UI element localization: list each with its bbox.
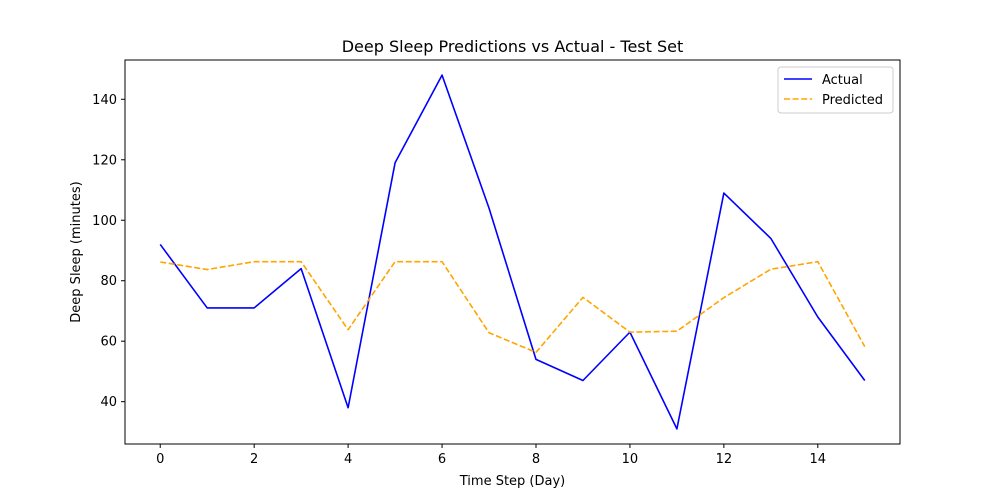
series-line-predicted bbox=[160, 260, 866, 354]
chart-title: Deep Sleep Predictions vs Actual - Test … bbox=[342, 37, 684, 56]
x-tick-label: 8 bbox=[532, 452, 540, 467]
y-axis-title: Deep Sleep (minutes) bbox=[69, 181, 84, 322]
x-tick-label: 12 bbox=[716, 452, 733, 467]
x-tick-label: 4 bbox=[344, 452, 352, 467]
y-tick-label: 80 bbox=[100, 274, 117, 289]
y-tick-label: 60 bbox=[100, 335, 117, 350]
plot-frame bbox=[124, 59, 901, 445]
x-tick-label: 2 bbox=[250, 452, 258, 467]
legend-label-predicted: Predicted bbox=[822, 93, 883, 108]
legend: Actual Predicted bbox=[777, 66, 894, 114]
y-tick-label: 120 bbox=[92, 153, 117, 168]
series-line-actual bbox=[159, 74, 866, 430]
x-axis-title: Time Step (Day) bbox=[459, 474, 566, 489]
y-tick-label: 140 bbox=[92, 93, 117, 108]
y-tick-label: 100 bbox=[92, 214, 117, 229]
x-tick-label: 10 bbox=[622, 452, 639, 467]
legend-label-actual: Actual bbox=[822, 73, 863, 88]
y-tick-label: 40 bbox=[100, 395, 117, 410]
x-tick-label: 0 bbox=[156, 452, 164, 467]
x-tick-label: 6 bbox=[438, 452, 446, 467]
x-tick-label: 14 bbox=[810, 452, 827, 467]
